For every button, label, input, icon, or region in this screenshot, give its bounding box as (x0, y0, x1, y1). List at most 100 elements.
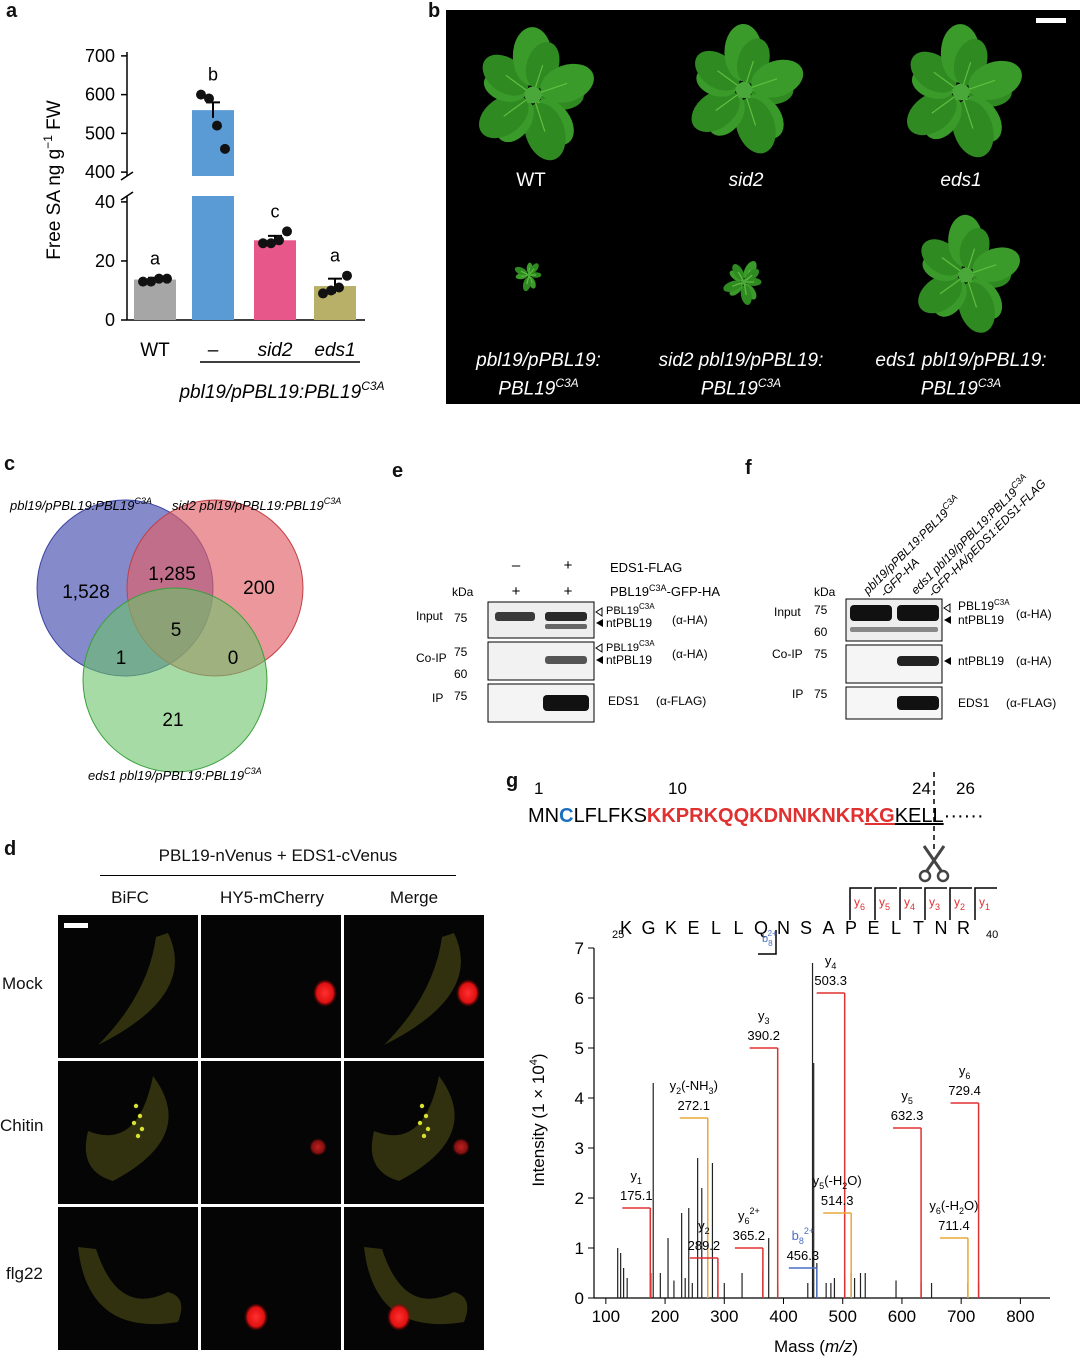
pbl19-plus-2: + (564, 583, 573, 600)
eds1-flag-label: EDS1-FLAG (610, 560, 682, 575)
pbl19-plus-1: + (512, 583, 521, 600)
ntpbl19-label-1: ntPBL19 (606, 616, 652, 630)
ms-x-axis-label: Mass (m/z) (774, 1337, 858, 1356)
sig-letter: c (271, 201, 280, 221)
bifc-speckle (137, 1113, 143, 1119)
eds1-label-f: EDS1 (958, 696, 990, 710)
input-label: Input (416, 609, 443, 623)
pbl19-tag-label: PBL19C3A-GFP-HA (610, 583, 720, 599)
data-point (282, 226, 292, 237)
data-point (258, 238, 268, 249)
peptide-start: 25 (612, 929, 624, 941)
ion-mz-label: 175.1 (620, 1188, 653, 1203)
bifc-speckle (425, 1126, 431, 1132)
micro-tile (201, 1207, 341, 1350)
panel-label-d: d (4, 838, 17, 860)
y-tick-label: 700 (85, 46, 115, 66)
cell-outline (384, 933, 461, 1045)
ion-name: y6(-H2O) (929, 1198, 978, 1216)
row-mock: Mock (2, 974, 43, 993)
group-label: pbl19/pPBL19:PBL19C3A (178, 379, 384, 403)
y-ion-label: y4 (904, 895, 915, 912)
ion-mz-label: 503.3 (814, 973, 847, 988)
sa-bar-chart: 0 20 40 400 500 600 700 a WT b – c sid2 a eds1 Free S… (41, 46, 385, 403)
ms-y-tick-label: 3 (575, 1139, 584, 1158)
col-merge: Merge (389, 888, 439, 907)
ntpbl19-label-2: ntPBL19 (606, 653, 652, 667)
band-coip-f (897, 656, 939, 666)
ms-y-tick-label: 6 (575, 989, 584, 1008)
leaf (952, 100, 994, 158)
ms-x-tick-label: 500 (829, 1307, 857, 1326)
bar-2 (254, 240, 296, 320)
data-point (274, 235, 284, 246)
nucleus-mcherry (313, 979, 337, 1007)
micro-tile (201, 1061, 341, 1204)
ion-name: y1 (631, 1168, 643, 1186)
panel-label-c: c (4, 453, 16, 475)
eds1-minus: – (512, 557, 521, 574)
data-point (334, 282, 344, 293)
rosette-eds1-pbl19 (918, 214, 1020, 333)
seq-pos-26: 26 (956, 779, 975, 798)
marker-75a: 75 (454, 611, 468, 625)
venn-count-red-only: 200 (243, 578, 275, 599)
ha-label-f2: (α-HA) (1016, 654, 1052, 668)
caption-eds1: eds1 (940, 170, 982, 191)
peptide-residue: E (687, 918, 699, 938)
sig-letter: b (208, 65, 218, 85)
filled-arrow-1 (596, 619, 603, 627)
b8-ion-marker: b82+ (758, 929, 777, 955)
open-arrow-2 (595, 643, 603, 653)
peptide-end: 40 (986, 929, 998, 941)
bar-0 (134, 279, 176, 320)
peptide-residue: L (891, 918, 901, 938)
bifc-speckle (423, 1113, 429, 1119)
peptide-residue: N (777, 918, 790, 938)
ip-label: IP (432, 691, 443, 705)
peptide-residue: A (822, 918, 834, 938)
ion-name: y5(-H2O) (813, 1173, 862, 1191)
band-input-2 (545, 612, 587, 621)
bifc-speckle (417, 1120, 423, 1126)
y-ion-label: y6 (854, 895, 865, 912)
micro-tile (58, 1207, 198, 1350)
peptide-residue: L (711, 918, 721, 938)
caption-sid2: sid2 (728, 170, 764, 191)
marker-60: 60 (454, 667, 468, 681)
rosette-center (952, 83, 970, 101)
scissors-icon (918, 845, 950, 883)
data-point (162, 273, 172, 284)
rosette-sid2 (691, 24, 804, 154)
ms-x-tick-label: 800 (1006, 1307, 1034, 1326)
ion-name: b82+ (792, 1226, 815, 1246)
nucleus-mcherry (244, 1303, 268, 1331)
peptide-residue: T (913, 918, 924, 938)
protein-sequence: MNCLFLFKSKKPRKQQKDNNKNKRKGKELL······ (528, 805, 984, 827)
peptide-residue: K (620, 918, 632, 938)
header-rule (100, 875, 456, 876)
data-point (220, 143, 230, 154)
scale-bar (1036, 18, 1066, 23)
pbl19-band-label-1: PBL19C3A (606, 602, 655, 617)
bifc-speckle (133, 1103, 139, 1109)
leaf (735, 97, 776, 154)
ha-label-2: (α-HA) (672, 647, 708, 661)
peptide-residue: G (641, 918, 655, 938)
ms-x-tick-label: 300 (710, 1307, 738, 1326)
peptide-residue: K (665, 918, 677, 938)
venn-count-green-only: 21 (162, 710, 183, 731)
ion-mz-label: 729.4 (948, 1083, 981, 1098)
ion-name: y2(-NH3) (670, 1078, 718, 1096)
rosette-pbl19 (514, 262, 542, 292)
band-input-1 (495, 612, 535, 621)
ion-name: y3 (758, 1008, 770, 1026)
caption-sid2-pbl19: sid2 pbl19/pPBL19: PBL19C3A (658, 350, 824, 400)
ion-mz-label: 711.4 (938, 1218, 970, 1233)
eds1-band-label: EDS1 (608, 694, 640, 708)
sig-letter: a (150, 249, 161, 269)
y-ion-label: y2 (954, 895, 965, 912)
band-input-f1 (850, 605, 892, 621)
band-ip-eds1 (543, 695, 589, 711)
peptide-residue: P (845, 918, 857, 938)
